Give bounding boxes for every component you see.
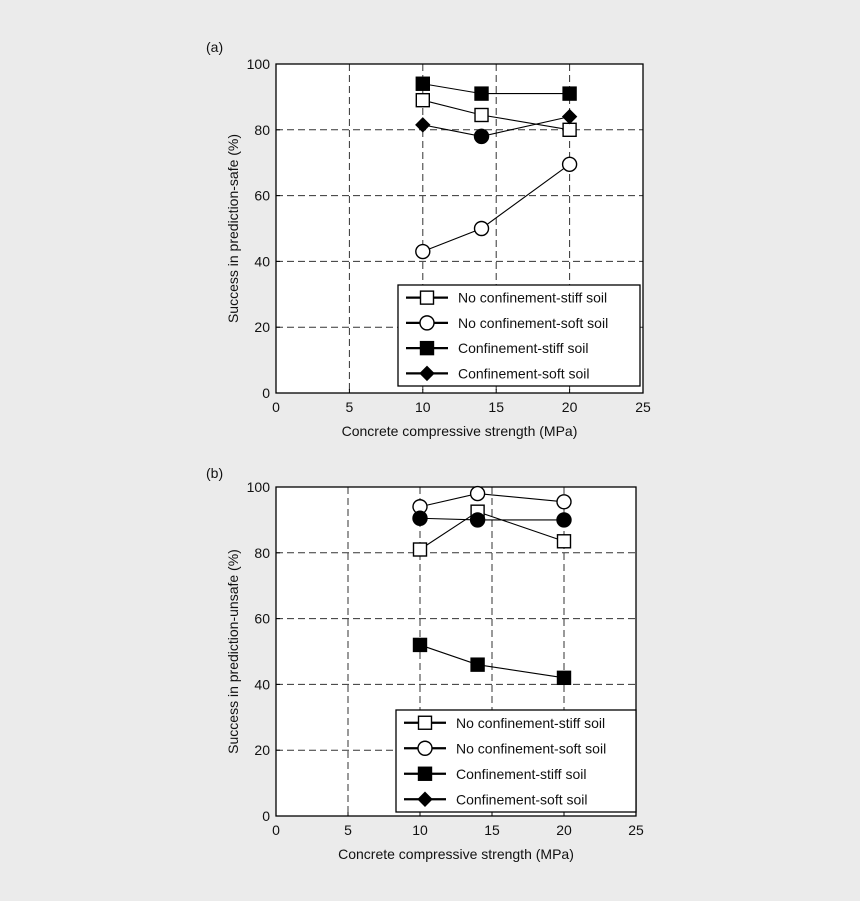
plot-frame-a xyxy=(275,63,644,394)
series-a-0-point-0 xyxy=(415,92,430,108)
legend-marker-b-2 xyxy=(417,766,433,781)
legend-label-b-1: No confinement-soft soil xyxy=(456,740,606,756)
x-tick-label-a-2: 10 xyxy=(415,399,431,415)
y-tick-label-a-3: 60 xyxy=(254,188,270,204)
x-tick-label-a-0: 0 xyxy=(272,399,280,415)
legend-marker-b-1 xyxy=(417,740,433,756)
series-a-1-point-2 xyxy=(561,156,578,173)
y-axis-label-b: Success in prediction-unsafe (%) xyxy=(225,549,241,754)
y-tick-label-a-1: 20 xyxy=(254,319,270,335)
legend-label-a-3: Confinement-soft soil xyxy=(458,365,590,381)
x-axis-label-b: Concrete compressive strength (MPa) xyxy=(338,846,574,862)
legend-marker-a-0 xyxy=(419,290,435,305)
y-tick-label-b-0: 0 xyxy=(262,808,270,824)
legend-marker-b-0 xyxy=(417,715,433,730)
x-tick-label-b-1: 5 xyxy=(344,822,352,838)
series-a-2-point-1 xyxy=(474,86,489,101)
panel-label-b: (b) xyxy=(206,465,223,481)
y-tick-label-a-2: 40 xyxy=(254,253,270,269)
legend-box-b xyxy=(395,709,637,813)
series-b-1-point-1 xyxy=(469,485,486,502)
legend-label-a-0: No confinement-stiff soil xyxy=(458,290,607,306)
y-tick-label-a-4: 80 xyxy=(254,122,270,138)
chart-panel-a: 0 5 10 15 20 25 0 20 40 60 80 100 Concrete compressi… xyxy=(206,39,651,439)
series-b-0-point-0 xyxy=(412,542,428,557)
x-tick-label-b-0: 0 xyxy=(272,822,280,838)
legend-marker-a-1 xyxy=(419,315,435,331)
series-a-1-point-0 xyxy=(415,243,431,260)
legend-marker-a-3 xyxy=(419,365,435,382)
series-a-2-point-2 xyxy=(562,86,577,101)
plot-frame-b xyxy=(275,486,637,817)
series-a-1-point-1 xyxy=(473,220,490,237)
legend-label-a-1: No confinement-soft soil xyxy=(458,315,608,331)
y-tick-label-b-2: 40 xyxy=(254,676,270,692)
x-tick-label-b-2: 10 xyxy=(412,822,428,838)
series-b-1-point-2 xyxy=(556,494,572,510)
series-b-0-point-2 xyxy=(556,534,572,549)
series-b-2-point-0 xyxy=(412,637,428,653)
legend-marker-b-3 xyxy=(417,791,433,807)
y-tick-label-a-0: 0 xyxy=(262,385,270,401)
series-a-2-point-0 xyxy=(415,76,430,91)
x-tick-label-a-3: 15 xyxy=(488,399,504,415)
legend-label-a-2: Confinement-stiff soil xyxy=(458,340,588,356)
x-tick-label-a-4: 20 xyxy=(562,399,578,415)
x-tick-label-a-1: 5 xyxy=(346,399,354,415)
y-tick-label-b-4: 80 xyxy=(254,545,270,561)
y-axis-label-a: Success in prediction-safe (%) xyxy=(225,134,241,323)
legend-marker-a-2 xyxy=(419,340,435,356)
extra-series-b-0-point-1 xyxy=(469,512,486,528)
x-axis-label-a: Concrete compressive strength (MPa) xyxy=(342,423,578,439)
chart-panel-b: 0 5 10 15 20 25 0 20 40 60 80 100 Concrete compressi… xyxy=(206,465,644,862)
x-tick-label-a-5: 25 xyxy=(635,399,651,415)
extra-series-b-0-point-0 xyxy=(412,510,428,526)
legend-label-b-0: No confinement-stiff soil xyxy=(456,715,605,731)
panel-label-a: (a) xyxy=(206,39,223,55)
series-b-2-point-1 xyxy=(470,657,485,672)
series-a-3-point-2 xyxy=(561,108,578,125)
x-tick-label-b-3: 15 xyxy=(484,822,500,838)
extra-point-a-0 xyxy=(473,128,490,145)
series-a-3-point-0 xyxy=(415,117,431,133)
series-b-2-point-2 xyxy=(556,670,572,686)
y-tick-label-b-1: 20 xyxy=(254,742,270,758)
legend-box-a xyxy=(397,284,641,387)
x-tick-label-b-4: 20 xyxy=(556,822,572,838)
extra-series-b-0-point-2 xyxy=(556,512,572,528)
y-tick-label-a-5: 100 xyxy=(247,56,271,72)
legend-label-b-2: Confinement-stiff soil xyxy=(456,766,586,782)
series-a-0-point-2 xyxy=(562,122,577,138)
y-tick-label-b-3: 60 xyxy=(254,611,270,627)
legend-label-b-3: Confinement-soft soil xyxy=(456,791,588,807)
x-tick-label-b-5: 25 xyxy=(628,822,644,838)
y-tick-label-b-5: 100 xyxy=(247,479,271,495)
series-a-0-point-1 xyxy=(474,107,489,123)
